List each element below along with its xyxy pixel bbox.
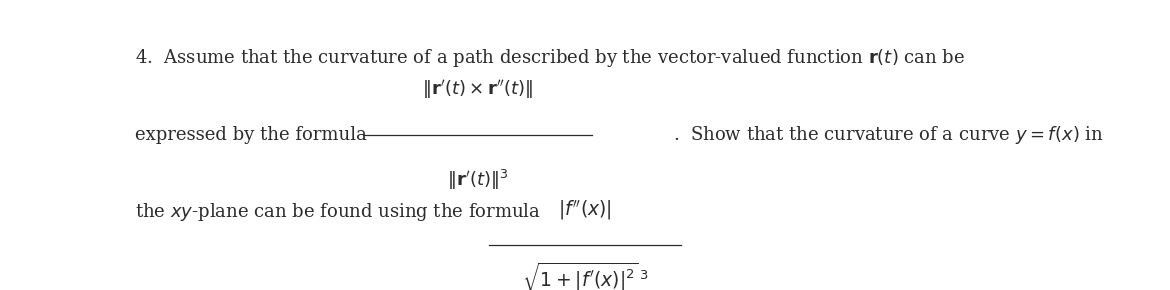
Text: .  Show that the curvature of a curve $y = f(x)$ in: . Show that the curvature of a curve $y … [673, 124, 1103, 146]
Text: $\|\mathbf{r}'(t)\|^3$: $\|\mathbf{r}'(t)\|^3$ [447, 168, 508, 192]
Text: expressed by the formula: expressed by the formula [135, 126, 366, 144]
Text: $\|\mathbf{r}'(t) \times \mathbf{r}''(t)\|$: $\|\mathbf{r}'(t) \times \mathbf{r}''(t)… [421, 78, 534, 102]
Text: 4.  Assume that the curvature of a path described by the vector-valued function : 4. Assume that the curvature of a path d… [135, 47, 965, 69]
Text: the $xy$-plane can be found using the formula: the $xy$-plane can be found using the fo… [135, 201, 541, 223]
Text: $\sqrt{1+|f'(x)|^2}^{\,3}$: $\sqrt{1+|f'(x)|^2}^{\,3}$ [522, 260, 648, 290]
Text: $|f''(x)|$: $|f''(x)|$ [558, 198, 612, 222]
